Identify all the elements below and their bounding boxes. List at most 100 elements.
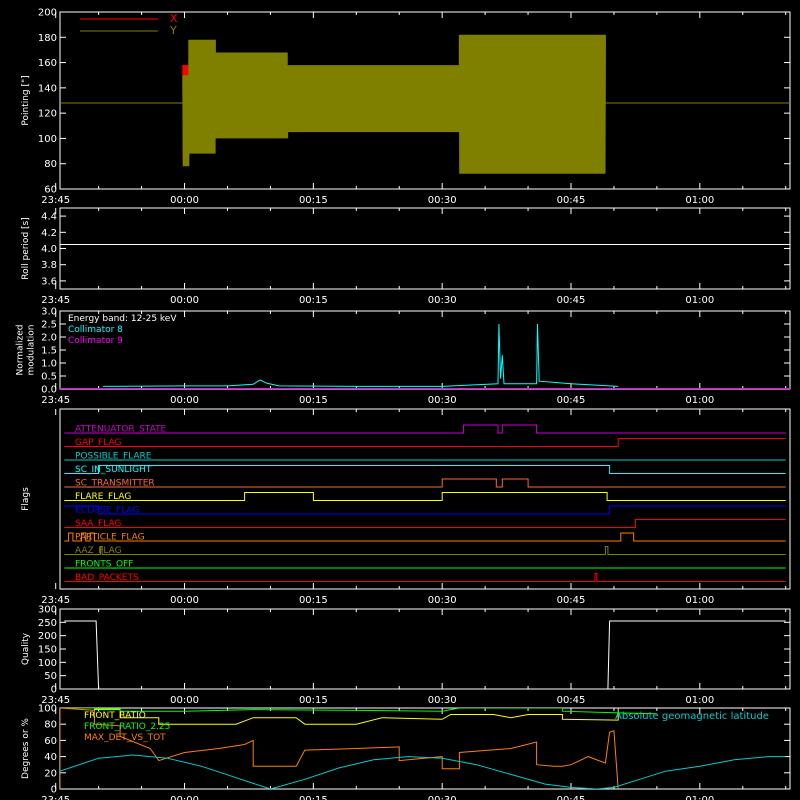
- x-tick-label: 00:15: [299, 395, 328, 406]
- x-tick-label: 01:00: [685, 595, 714, 606]
- y-tick-label: 3.8: [41, 260, 57, 271]
- x-tick-label: 01:00: [685, 795, 714, 800]
- x-tick-label: 00:30: [428, 195, 457, 206]
- flag-label: FLARE_FLAG: [75, 492, 131, 502]
- x-tick-label: 00:00: [170, 195, 199, 206]
- flag-trace: [64, 532, 786, 542]
- x-tick-label: 00:00: [170, 695, 199, 706]
- x-tick-label: 00:45: [557, 595, 586, 606]
- x-tick-label: 23:45: [41, 395, 70, 406]
- x-tick-label: 00:00: [170, 595, 199, 606]
- modulation-traces: [60, 323, 790, 389]
- x-tick-label: 01:00: [685, 195, 714, 206]
- y-tick-label: 2.5: [41, 320, 57, 331]
- pointing-traces: [60, 34, 790, 174]
- y-tick-label: 60: [44, 736, 57, 747]
- x-tick-label: 23:45: [41, 295, 70, 306]
- y-tick-label: 0: [51, 785, 57, 796]
- y-tick-label: 0.0: [41, 385, 57, 396]
- x-tick-label: 00:45: [557, 795, 586, 800]
- flag-gap-flag: [64, 438, 786, 447]
- flag-particle-flag: [64, 532, 786, 542]
- y-tick-label: 3.0: [41, 307, 57, 318]
- panel-frame: [59, 408, 791, 590]
- legend-label: Absolute geomagnetic latitude: [615, 711, 769, 722]
- flag-label: SC_TRANSMITTER: [75, 479, 155, 489]
- y-tick-label: 200: [38, 631, 57, 642]
- flag-label: SAA_FLAG: [75, 519, 121, 529]
- quality-trace: [64, 620, 786, 689]
- y-tick-label: 0.5: [41, 372, 57, 383]
- x-tick-label: 00:30: [428, 695, 457, 706]
- y-tick-label: 180: [38, 33, 57, 44]
- y-tick-label: 250: [38, 618, 57, 629]
- x-tick-label: 01:00: [685, 695, 714, 706]
- x-tick-label: 00:30: [428, 395, 457, 406]
- flag-eclipse-flag: [64, 505, 786, 515]
- panel-modulation: 23:45 00:00 00:15 00:30 00:45 01:00 Normalized…: [16, 307, 791, 406]
- x-tick-label: 01:00: [685, 395, 714, 406]
- series-front-ratio-2-25: [60, 708, 657, 715]
- x-tick-label: 00:00: [170, 295, 199, 306]
- panel-quality: 23:45 00:00 00:15 00:30 00:45 01:00 Quality 0 50…: [21, 605, 791, 706]
- x-tick-label: 23:45: [41, 595, 70, 606]
- x-tick-label: 00:15: [299, 595, 328, 606]
- legend-label: Collimator 9: [68, 336, 123, 346]
- x-tick-label: 00:45: [557, 195, 586, 206]
- flag-bad-packets: [64, 573, 786, 582]
- x-tick-label: 00:45: [557, 395, 586, 406]
- flag-trace: [64, 438, 786, 447]
- y-axis-label: Roll period [s]: [21, 217, 31, 279]
- flag-sc-in-sunlight: [64, 465, 786, 474]
- y-axis-label: modulation: [27, 325, 37, 376]
- flag-aaz-flag: [64, 546, 786, 555]
- y-tick-label: 300: [38, 605, 57, 616]
- legend-label: X: [170, 12, 178, 25]
- flag-trace: [64, 478, 786, 488]
- legend-label: Y: [169, 24, 177, 37]
- flag-label: POSSIBLE_FLARE: [75, 452, 152, 462]
- x-tick-label: 00:15: [299, 295, 328, 306]
- y-tick-label: 1.5: [41, 346, 57, 357]
- quality-line: [64, 620, 786, 689]
- flag-trace: [64, 424, 786, 434]
- panel-flags: 23:45 00:00 00:15 00:30 00:45 01:00 Flags ATTEN…: [21, 408, 791, 606]
- flag-label: PARTICLE_FLAG: [75, 533, 145, 543]
- flag-trace: [64, 492, 786, 501]
- flag-sc-transmitter: [64, 478, 786, 488]
- x-tick-label: 00:00: [170, 795, 199, 800]
- series-max-det-vs-tot: [60, 708, 619, 789]
- panel-roll: 23:45 00:00 00:15 00:30 00:45 01:00 Roll perio…: [21, 207, 791, 306]
- x-tick-label: 23:45: [41, 695, 70, 706]
- y-tick-label: 3.6: [41, 276, 57, 287]
- y-tick-label: 160: [38, 58, 57, 69]
- legend-label: Collimator 8: [68, 325, 123, 335]
- x-tick-label: 00:15: [299, 795, 328, 800]
- panel-frame: [59, 207, 791, 290]
- x-tick-label: 00:45: [557, 295, 586, 306]
- x-tick-label: 23:45: [41, 795, 70, 800]
- panel-pointing: 23:45 00:00 00:15 00:30 00:45 01:00 Pointing […: [21, 8, 791, 206]
- y-tick-label: 150: [38, 645, 57, 656]
- legend-label: MAX_DET_VS_TOT: [84, 733, 166, 743]
- y-tick-label: 4.4: [41, 212, 57, 223]
- y-axis-label: Pointing ["]: [21, 75, 31, 125]
- legend-label: FRONT_RATIO: [84, 711, 146, 721]
- x-tick-label: 00:45: [557, 695, 586, 706]
- flag-trace: [64, 505, 786, 515]
- y-tick-label: 100: [38, 134, 57, 145]
- y-tick-label: 100: [38, 704, 57, 715]
- y-axis-label: Degrees or %: [21, 718, 31, 779]
- flag-label: GAP_FLAG: [75, 438, 121, 448]
- x-tick-label: 00:30: [428, 295, 457, 306]
- panel-ratios: 23:45 00:00 00:15 00:30 00:45 01:00 Degrees or…: [21, 704, 791, 800]
- y-tick-label: 50: [44, 671, 57, 682]
- ratio-traces: [60, 708, 786, 789]
- y-axis-label: Quality: [21, 632, 31, 665]
- y-tick-label: 100: [38, 658, 57, 669]
- x-tick-label: 00:30: [428, 595, 457, 606]
- flag-trace: [64, 519, 786, 528]
- y-tick-label: 4.0: [41, 244, 57, 255]
- y-tick-label: 80: [44, 159, 57, 170]
